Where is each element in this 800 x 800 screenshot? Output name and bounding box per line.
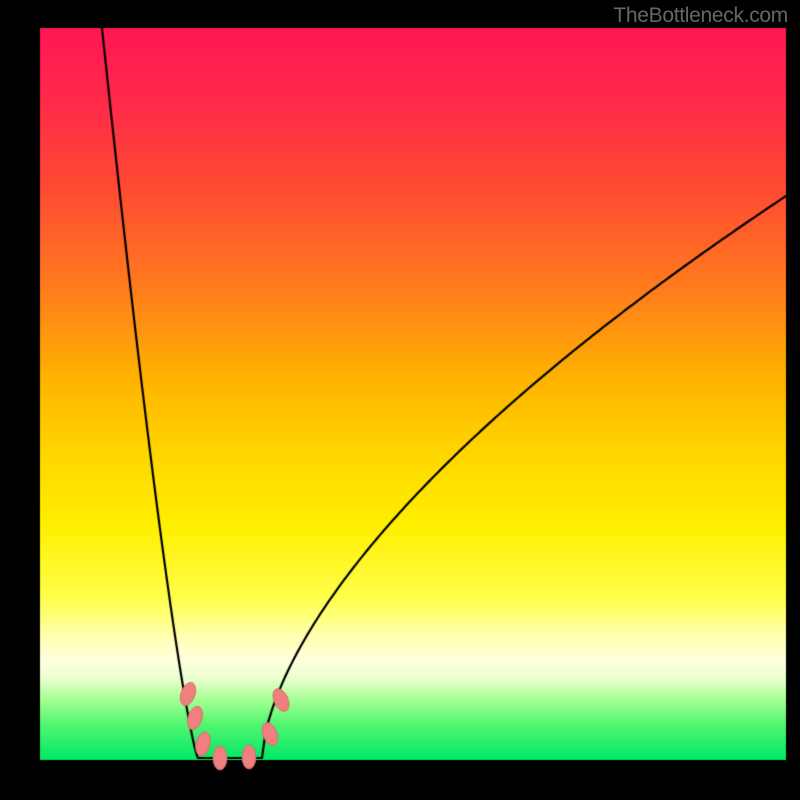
chart-canvas [0,0,800,800]
watermark-label: TheBottleneck.com [613,4,788,28]
bottleneck-chart: TheBottleneck.com [0,0,800,800]
